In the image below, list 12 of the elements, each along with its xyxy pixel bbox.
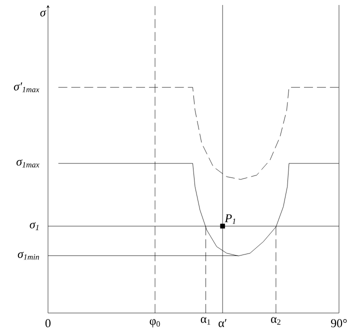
series-label: σ′$_{1max}$ (14, 82, 40, 92)
x-tick-label: 0 (45, 319, 51, 328)
x-tick-label: 90° (331, 319, 347, 328)
series-label: σ$_{1max}$ (16, 159, 40, 168)
series-label: σ$_{1min}$ (18, 252, 40, 260)
ref-line-label: α′ (218, 319, 226, 328)
text: σ (40, 10, 46, 16)
ref-line-label: φ$_{0}$ (150, 319, 160, 328)
series-label: σ$_{1}$ (30, 222, 38, 230)
annotation: α$_{1}$ (200, 317, 210, 325)
annotation: α$_{2}$ (271, 317, 280, 325)
annotation: P$_{1}$ (224, 214, 236, 224)
